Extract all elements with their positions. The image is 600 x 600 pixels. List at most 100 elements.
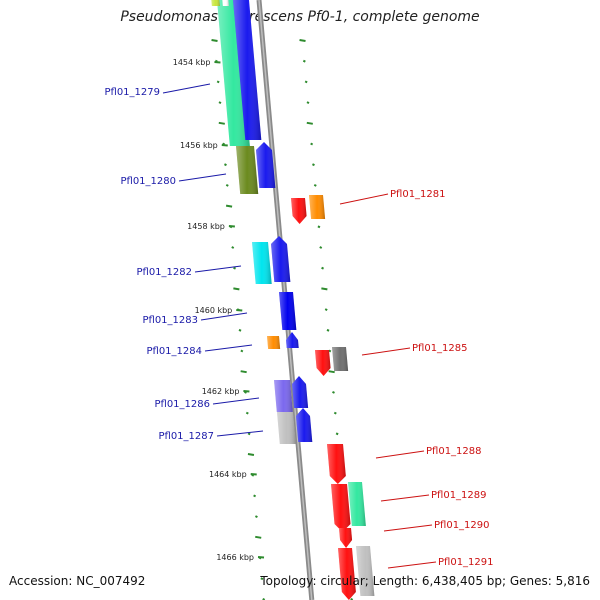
kbp-label: 1454 kbp (173, 58, 211, 67)
gene-label-Pfl01_1287: Pfl01_1287 (158, 431, 214, 442)
gene-Pfl01_1280-feature-shade (236, 146, 259, 194)
tick-mark (299, 39, 306, 42)
blue-feature-2-shade (271, 236, 291, 282)
red-feature-0-shade (291, 198, 307, 224)
tick-mark (218, 121, 225, 125)
gene-Pfl01_1289-feature-shade (348, 482, 366, 526)
gene-label-Pfl01_1290: Pfl01_1290 (434, 520, 490, 531)
tick-mark (240, 370, 247, 374)
leader-line (178, 173, 227, 182)
kbp-label: 1460 kbp (195, 306, 233, 315)
kbp-tick (257, 556, 265, 559)
tick-mark (211, 39, 218, 42)
gene-Pfl01_1286-feature-shade (274, 380, 293, 412)
tick-mark (247, 453, 255, 456)
white-feature-shade (222, 0, 229, 6)
leader-line (216, 430, 264, 437)
kbp-label: 1456 kbp (180, 141, 218, 150)
tick-mark (218, 101, 222, 104)
kbp-labels: 1454 kbp 1456 kbp 1458 kbp 1460 kbp 1462 kbp… (173, 58, 265, 562)
tick-mark (245, 411, 249, 415)
tick-mark (321, 266, 325, 270)
gene-label-Pfl01_1281: Pfl01_1281 (390, 189, 446, 200)
tick-mark (319, 246, 323, 249)
tick-mark (224, 163, 227, 167)
leader-line (361, 347, 411, 356)
kbp-label: 1458 kbp (187, 222, 225, 231)
tick-mark (328, 349, 332, 353)
tick-mark (254, 515, 258, 518)
tick-mark (324, 308, 328, 311)
leader-line (383, 524, 433, 532)
tick-mark (332, 391, 335, 394)
tick-mark (302, 59, 306, 63)
tick-mark (326, 328, 330, 332)
gene-Pfl01_1281-feature-shade (309, 195, 326, 219)
tick-mark (216, 80, 220, 84)
topology-text: Topology: circular; Length: 6,438,405 bp… (260, 574, 590, 588)
blue-feature-0-shade (233, 0, 262, 140)
gene-label-Pfl01_1282: Pfl01_1282 (136, 267, 192, 278)
leader-line (375, 450, 425, 459)
tick-mark (317, 225, 321, 229)
tick-mark (306, 121, 313, 125)
gene-features (211, 0, 375, 600)
kbp-label: 1464 kbp (209, 470, 247, 479)
gene-Pfl01_1283-feature-shade (279, 292, 297, 330)
gene-label-Pfl01_1286: Pfl01_1286 (154, 399, 210, 410)
leader-line (339, 193, 389, 205)
kbp-tick (228, 225, 235, 228)
tick-mark (233, 287, 240, 291)
blue-feature-3-shade (286, 332, 299, 348)
kbp-tick (243, 390, 250, 393)
leader-line (387, 561, 437, 569)
gene-Pfl01_1291-feature-shade (356, 546, 375, 596)
kbp-label: 1462 kbp (202, 387, 240, 396)
tick-mark (304, 80, 308, 84)
tick-mark (225, 204, 233, 208)
tick-mark (247, 432, 251, 436)
red-feature-3-shade (331, 484, 351, 532)
gene-Pfl01_1290-feature-shade (339, 528, 353, 548)
tick-mark (335, 432, 339, 436)
leader-line (380, 494, 430, 502)
leader-line (212, 397, 260, 405)
gene-label-Pfl01_1284: Pfl01_1284 (146, 346, 202, 357)
leader-line (162, 83, 211, 94)
leader-line (194, 265, 242, 273)
tick-mark (333, 411, 337, 415)
red-feature-2-shade (327, 444, 346, 484)
tick-mark (260, 577, 264, 581)
yellow-feature-shade (211, 0, 220, 6)
tick-mark (310, 142, 314, 146)
tick-mark (313, 184, 317, 187)
gene-label-Pfl01_1285: Pfl01_1285 (412, 343, 468, 354)
tick-mark (253, 494, 257, 498)
tick-mark (225, 184, 229, 187)
gene-label-Pfl01_1288: Pfl01_1288 (426, 446, 482, 457)
gene-Pfl01_1279-feature-shade (217, 0, 250, 146)
tick-mark (255, 535, 262, 539)
gene-label-Pfl01_1283: Pfl01_1283 (142, 315, 198, 326)
gene-label-Pfl01_1279: Pfl01_1279 (104, 87, 160, 98)
tick-mark (238, 328, 242, 332)
accession-text: Accession: NC_007492 (9, 574, 146, 588)
tick-mark (312, 163, 315, 167)
leader-line (200, 312, 248, 321)
gene-label-Pfl01_1280: Pfl01_1280 (120, 176, 176, 187)
gene-Pfl01_1282-feature-shade (252, 242, 272, 284)
red-feature-4-shade (338, 548, 356, 600)
tick-mark (321, 287, 328, 291)
gene-Pfl01_1284-feature-shade (267, 336, 281, 349)
tick-mark (306, 101, 310, 104)
gene-Pfl01_1287-feature-shade (277, 412, 296, 444)
blue-feature-4-shade (292, 376, 309, 408)
kbp-tick (236, 309, 243, 312)
kbp-tick (221, 144, 228, 147)
gene-label-Pfl01_1289: Pfl01_1289 (431, 490, 487, 501)
map-title: Pseudomonas fluorescens Pf0-1, complete … (120, 9, 480, 25)
gene-label-Pfl01_1291: Pfl01_1291 (438, 557, 494, 568)
blue-feature-5-shade (296, 408, 313, 442)
kbp-label: 1466 kbp (216, 553, 254, 562)
